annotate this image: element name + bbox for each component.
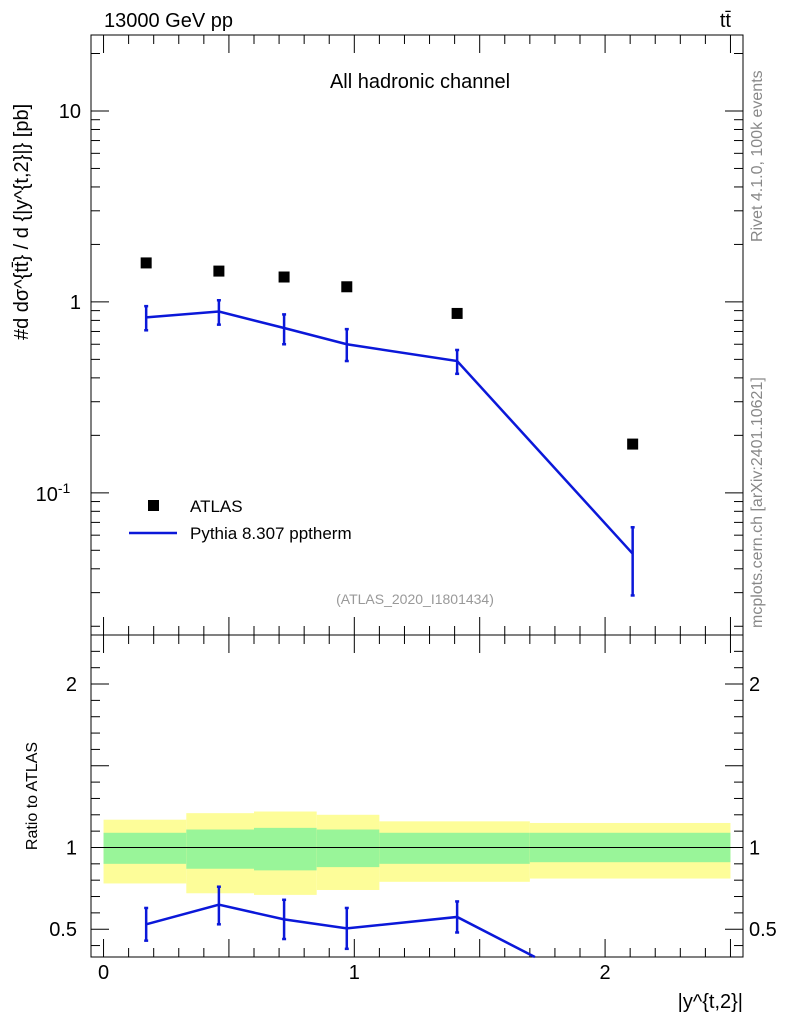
atlas-data-point <box>213 265 225 277</box>
ratio-frame <box>90 634 744 958</box>
atlas-data-point <box>140 257 152 269</box>
legend-atlas-label: ATLAS <box>190 497 243 516</box>
x-tick-label: 2 <box>600 962 611 984</box>
mcplots-label: mcplots.cern.ch [arXiv:2401.10621] <box>749 377 766 628</box>
ratio-inner-band <box>103 832 187 864</box>
ratio-inner-band <box>379 832 530 864</box>
ratio-inner-band <box>316 829 380 868</box>
x-axis-label: |y^{t,2}| <box>678 991 743 1013</box>
legend-atlas-marker <box>148 500 159 511</box>
rivet-version-label: Rivet 4.1.0, 100k events <box>749 70 766 242</box>
ratio-panel: 0.5 0.5 1 1 2 2 0 1 2 Ratio to ATLAS |y^{t,2}| <box>24 634 777 1013</box>
x-tick-label: 0 <box>98 962 109 984</box>
chart-title: All hadronic channel <box>330 71 510 93</box>
ratio-y-tick-label: 1 <box>66 837 77 859</box>
process-label: tt̄ <box>720 10 732 32</box>
legend-pythia-label: Pythia 8.307 pptherm <box>190 524 352 543</box>
atlas-data-point <box>341 281 353 293</box>
ratio-pythia-line <box>145 903 536 959</box>
main-y-tick-label: 1 <box>70 292 81 314</box>
atlas-data-point <box>627 438 639 450</box>
ratio-y-tick-label: 2 <box>66 674 77 696</box>
main-panel: All hadronic channel (ATLAS_2020_I180143… <box>11 34 744 636</box>
legend: ATLAS Pythia 8.307 pptherm <box>129 497 352 543</box>
main-axes: 10-1 1 10 <box>36 34 744 636</box>
ratio-inner-band <box>186 829 254 869</box>
ratio-y-tick-label: 0.5 <box>49 919 77 941</box>
atlas-data-point <box>451 307 463 319</box>
ratio-y-tick-label: 2 <box>749 674 760 696</box>
ratio-y-tick-label: 0.5 <box>749 919 777 941</box>
analysis-reference: (ATLAS_2020_I1801434) <box>336 591 494 607</box>
main-y-tick-label: 10-1 <box>36 480 71 506</box>
ratio-uncertainty-bands <box>103 811 731 895</box>
main-y-axis-label: #d dσ^{tt̄} / d {|y^{t,2}|} [pb] <box>11 104 33 340</box>
beam-label: 13000 GeV pp <box>104 10 233 32</box>
atlas-data-point <box>278 271 290 283</box>
main-frame <box>90 34 744 636</box>
ratio-data-marks <box>144 885 536 959</box>
x-tick-label: 1 <box>349 962 360 984</box>
ratio-inner-band <box>254 827 317 871</box>
main-data-marks <box>140 257 639 597</box>
main-y-tick-label: 10 <box>59 101 81 123</box>
pythia-line <box>146 310 634 555</box>
ratio-y-tick-label: 1 <box>749 837 760 859</box>
ratio-axes: 0.5 0.5 1 1 2 2 0 1 2 <box>49 634 777 984</box>
ratio-y-axis-label: Ratio to ATLAS <box>24 742 41 850</box>
